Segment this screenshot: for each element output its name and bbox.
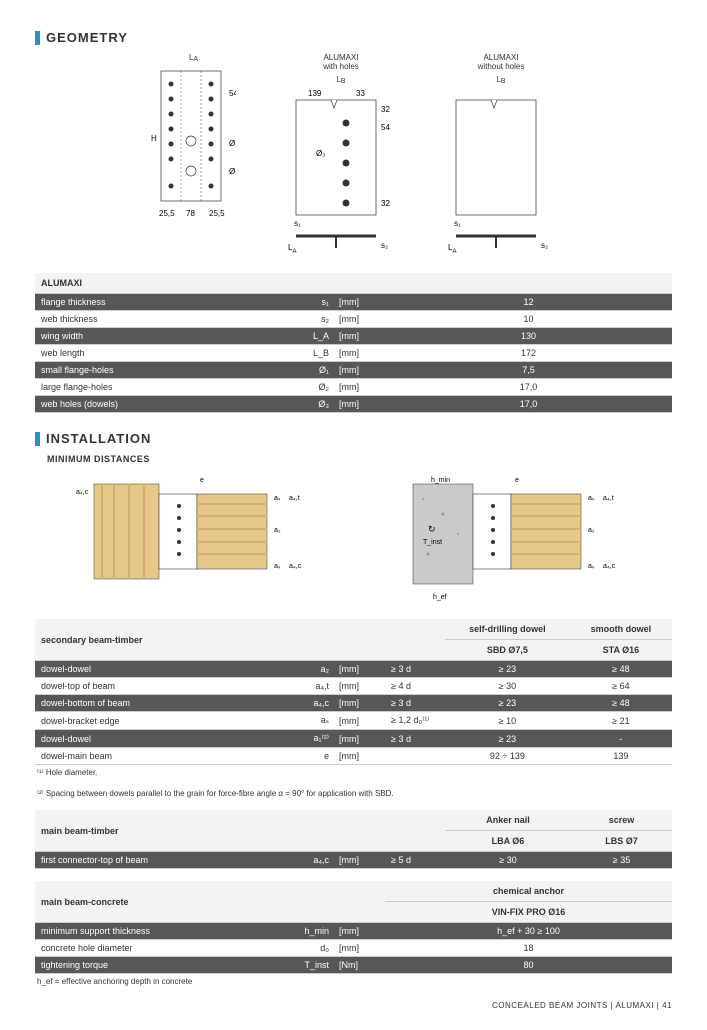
geometry-title: GEOMETRY <box>46 30 128 45</box>
table-row: dowel-bracket edgeaₛ[mm]≥ 1,2 d₀⁽¹⁾≥ 10≥… <box>35 712 672 730</box>
table-row: dowel-main beame[mm]92 ÷ 139139 <box>35 748 672 765</box>
mt-s2: LBS Ø7 <box>571 831 672 852</box>
svg-text:32: 32 <box>381 199 390 208</box>
table-row: concrete hole diameterd₀[mm]18 <box>35 940 672 957</box>
noholes-svg: s₁ LA s₂ <box>446 88 556 258</box>
svg-text:↻: ↻ <box>428 524 436 534</box>
svg-text:e: e <box>200 477 204 484</box>
mt-h2: screw <box>571 810 672 831</box>
svg-text:54: 54 <box>229 89 236 98</box>
mc-header: main beam-concrete <box>35 881 385 923</box>
svg-text:a₄,c: a₄,c <box>76 489 89 496</box>
withholes-label: ALUMAXI with holes <box>286 53 396 71</box>
mc-footnote: h_ef = effective anchoring depth in conc… <box>37 977 672 986</box>
table-row: dowel-top of beama₄,t[mm]≥ 4 d≥ 30≥ 64 <box>35 678 672 695</box>
install-title: INSTALLATION <box>46 431 151 446</box>
mt-h1: Anker nail <box>445 810 571 831</box>
install-diagrams: e aₛ a₄,t a₂ aₛ a₄,c a₄,c ↻ T_inst h_min e… <box>35 474 672 604</box>
footer-text: CONCEALED BEAM JOINTS | ALUMAXI | 41 <box>492 1001 672 1010</box>
svg-text:LA: LA <box>448 243 456 255</box>
svg-text:a₂: a₂ <box>588 527 595 534</box>
svg-text:T_inst: T_inst <box>423 539 442 546</box>
sec-self-head: self-drilling dowel <box>445 619 570 640</box>
svg-text:e: e <box>515 477 519 484</box>
sec-self-sub: SBD Ø7,5 <box>445 640 570 661</box>
svg-text:h_ef: h_ef <box>433 594 447 601</box>
mc-h1: chemical anchor <box>385 881 672 902</box>
main-concrete-table: main beam-concrete chemical anchor VIN-F… <box>35 881 672 974</box>
svg-text:139: 139 <box>308 89 322 98</box>
la-top-label: LA <box>151 53 236 62</box>
alumaxi-caption: ALUMAXI <box>35 273 672 294</box>
svg-text:aₛ: aₛ <box>274 495 281 502</box>
geometry-section-header: GEOMETRY <box>35 30 672 45</box>
svg-text:LA: LA <box>288 243 296 255</box>
svg-text:a₄,t: a₄,t <box>603 495 614 502</box>
footnote2: ⁽²⁾ Spacing between dowels parallel to t… <box>37 789 672 798</box>
page-footer: CONCEALED BEAM JOINTS | ALUMAXI | 41 <box>35 1001 672 1010</box>
svg-text:33: 33 <box>356 89 365 98</box>
min-dist-subtitle: MINIMUM DISTANCES <box>47 454 672 464</box>
flange-svg: 54 Ø₂ Ø₁ H 25,5 78 25,5 <box>151 66 236 226</box>
table-row: web lengthL_B[mm]172 <box>35 345 672 362</box>
section-marker <box>35 432 40 446</box>
geom-diagram-flange: LA 54 Ø₂ Ø₁ H 25,5 78 25,5 <box>151 53 236 258</box>
install-section-header: INSTALLATION <box>35 431 672 446</box>
svg-text:54: 54 <box>381 123 390 132</box>
svg-text:aₛ: aₛ <box>588 495 595 502</box>
mt-s1: LBA Ø6 <box>445 831 571 852</box>
withholes-svg: 139 33 32 54 32 Ø₃ s₁ LA s₂ <box>286 88 396 258</box>
table-row: dowel-dowela₁⁽²⁾[mm]≥ 3 d≥ 23- <box>35 730 672 748</box>
svg-text:aₛ: aₛ <box>274 563 281 570</box>
geom-diagram-noholes: ALUMAXI without holes LB s₁ LA s₂ <box>446 53 556 258</box>
lb-label: LB <box>286 75 396 84</box>
table-row: large flange-holesØ₂[mm]17,0 <box>35 379 672 396</box>
svg-text:25,5: 25,5 <box>209 209 225 218</box>
mt-header: main beam-timber <box>35 810 445 852</box>
table-row: first connector-top of beam a₄,c [mm] ≥ … <box>35 852 672 869</box>
svg-text:s₂: s₂ <box>381 241 388 250</box>
section-marker <box>35 31 40 45</box>
table-row: small flange-holesØ₁[mm]7,5 <box>35 362 672 379</box>
mc-s1: VIN-FIX PRO Ø16 <box>385 902 672 923</box>
table-row: minimum support thicknessh_min[mm]h_ef +… <box>35 923 672 940</box>
table-row: web holes (dowels)Ø₃[mm]17,0 <box>35 396 672 413</box>
alumaxi-table: ALUMAXI flange thicknesss₁[mm]12web thic… <box>35 273 672 413</box>
secondary-table: secondary beam-timber self-drilling dowe… <box>35 619 672 765</box>
svg-text:s₂: s₂ <box>541 241 548 250</box>
svg-text:h_min: h_min <box>431 477 450 484</box>
svg-text:78: 78 <box>186 209 195 218</box>
svg-text:aₛ: aₛ <box>588 563 595 570</box>
table-row: web thicknesss₂[mm]10 <box>35 311 672 328</box>
svg-text:H: H <box>151 134 157 143</box>
svg-text:32: 32 <box>381 105 390 114</box>
geometry-diagrams: LA 54 Ø₂ Ø₁ H 25,5 78 25,5 ALUMAXI <box>35 53 672 258</box>
sec-header: secondary beam-timber <box>35 619 445 661</box>
table-row: flange thicknesss₁[mm]12 <box>35 294 672 311</box>
svg-text:s₁: s₁ <box>294 219 301 228</box>
install-concrete-svg: ↻ T_inst h_min e aₛ a₄,t a₂ aₛ a₄,c h_ef <box>393 474 633 604</box>
svg-text:a₄,c: a₄,c <box>289 563 302 570</box>
main-timber-table: main beam-timber Anker nail screw LBA Ø6… <box>35 810 672 869</box>
svg-text:Ø₂: Ø₂ <box>229 139 236 148</box>
footnote1: ⁽¹⁾ Hole diameter. <box>37 768 672 777</box>
svg-text:Ø₃: Ø₃ <box>316 149 325 158</box>
sec-smooth-sub: STA Ø16 <box>570 640 672 661</box>
table-row: tightening torqueT_inst[Nm]80 <box>35 957 672 974</box>
svg-text:a₄,c: a₄,c <box>603 563 616 570</box>
svg-text:s₁: s₁ <box>454 219 461 228</box>
svg-text:a₄,t: a₄,t <box>289 495 300 502</box>
install-timber-svg: e aₛ a₄,t a₂ aₛ a₄,c a₄,c <box>74 474 314 594</box>
lb2-label: LB <box>446 75 556 84</box>
svg-text:Ø₁: Ø₁ <box>229 167 236 176</box>
table-row: dowel-bottom of beama₄,c[mm]≥ 3 d≥ 23≥ 4… <box>35 695 672 712</box>
sec-smooth-head: smooth dowel <box>570 619 672 640</box>
svg-text:a₂: a₂ <box>274 527 281 534</box>
table-row: dowel-dowela₂[mm]≥ 3 d≥ 23≥ 48 <box>35 661 672 678</box>
geom-diagram-withholes: ALUMAXI with holes LB 139 33 32 54 32 Ø₃ … <box>286 53 396 258</box>
svg-text:25,5: 25,5 <box>159 209 175 218</box>
table-row: wing widthL_A[mm]130 <box>35 328 672 345</box>
noholes-label: ALUMAXI without holes <box>446 53 556 71</box>
